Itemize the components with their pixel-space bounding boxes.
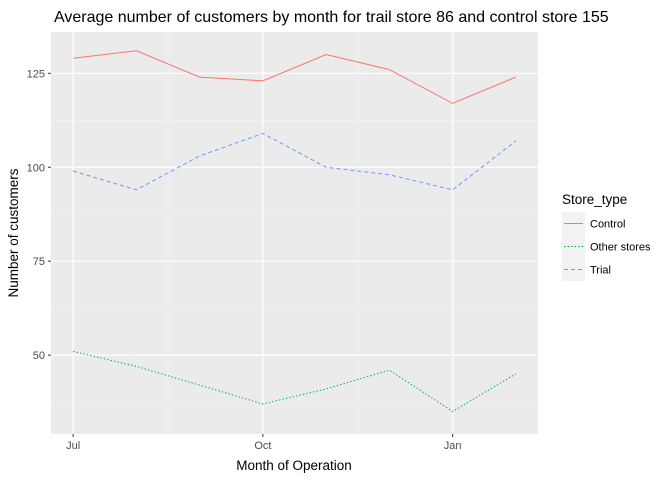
- legend-key-bg-other-stores: [562, 235, 585, 258]
- y-tick-label: 75: [33, 256, 45, 268]
- x-tick-label: Oct: [254, 440, 271, 452]
- legend-label-trial: Trial: [590, 265, 611, 277]
- series-line-control: [73, 50, 517, 104]
- legend: Store_type Control Other stores Trial: [562, 192, 651, 281]
- legend-label-other-stores: Other stores: [590, 242, 651, 254]
- plot-panel: [51, 32, 538, 434]
- y-tick-label: 50: [33, 350, 45, 362]
- series-lines: [72, 50, 517, 413]
- series-line-trial: [72, 132, 517, 191]
- minor-gridlines-y: [51, 119, 538, 403]
- x-axis-title: Month of Operation: [236, 458, 352, 473]
- y-tick-label: 100: [27, 162, 45, 174]
- y-axis: 50 75 100 125: [27, 68, 51, 362]
- legend-label-control: Control: [590, 219, 625, 231]
- legend-title: Store_type: [562, 192, 627, 207]
- x-axis: Jul Oct Jan: [66, 434, 461, 452]
- major-gridlines-x: [72, 32, 454, 434]
- y-axis-title: Number of customers: [6, 168, 21, 297]
- y-tick-label: 125: [27, 68, 45, 80]
- x-tick-label: Jul: [66, 440, 80, 452]
- minor-gridlines-x: [167, 32, 359, 434]
- x-tick-label: Jan: [444, 440, 462, 452]
- chart-title: Average number of customers by month for…: [54, 9, 609, 26]
- major-gridlines-y: [51, 72, 538, 356]
